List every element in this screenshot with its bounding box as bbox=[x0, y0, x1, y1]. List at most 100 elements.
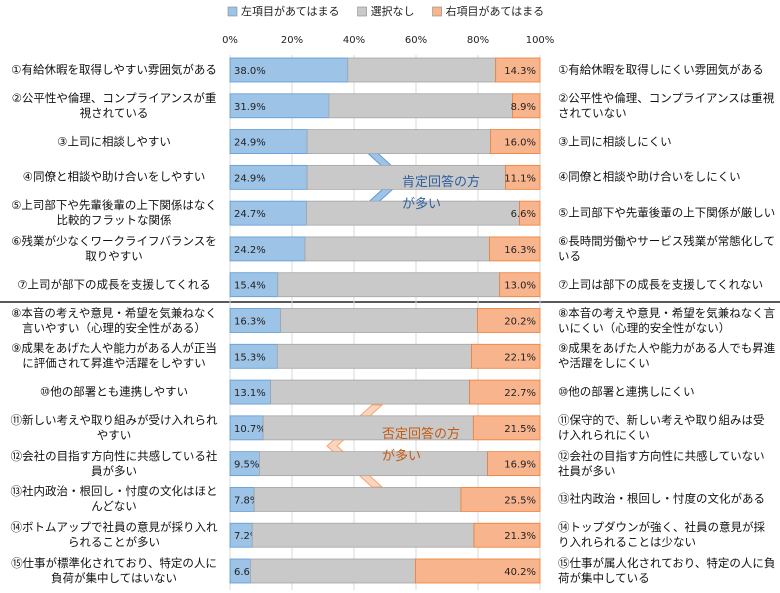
bar-segment bbox=[487, 451, 541, 477]
right-label: ①有給休暇を取得しにくい雰囲気がある bbox=[558, 62, 764, 77]
right-label: ⑬社内政治・根回し・忖度の文化がある bbox=[558, 491, 765, 506]
legend-swatch bbox=[227, 6, 238, 17]
bar-segment bbox=[270, 379, 471, 405]
bar-segment bbox=[472, 415, 541, 441]
value-label: 24.9% bbox=[234, 173, 266, 184]
right-label: ②公平性や倫理、コンプライアンスは重視されていない bbox=[558, 90, 775, 120]
legend-swatch bbox=[432, 6, 442, 17]
bar-segment bbox=[347, 57, 497, 83]
bar-segment bbox=[306, 200, 520, 226]
right-label: ⑫会社の目指す方向性に共感していない社員が多い bbox=[558, 448, 765, 478]
left-label: ②公平性や倫理、コンプライアンスが重視されている bbox=[11, 90, 217, 120]
left-label: ③上司に相談しやすい bbox=[57, 134, 171, 149]
value-label: 24.9% bbox=[234, 138, 266, 149]
right-label: ⑪保守的で、新しい考えや取り組みは受け入れられにくい bbox=[558, 412, 765, 442]
bar-segment bbox=[471, 343, 541, 369]
bar-segment bbox=[304, 236, 490, 262]
bar-segment bbox=[229, 57, 349, 83]
legend-label: 左項目があてはまる bbox=[241, 4, 340, 18]
bar-segment bbox=[229, 164, 308, 190]
annotation: 肯定回答の方が多い bbox=[402, 175, 481, 212]
value-label: 13.0% bbox=[504, 281, 536, 292]
left-label: ⑩他の部署とも連携しやすい bbox=[39, 384, 189, 399]
bar-segment bbox=[495, 57, 541, 83]
right-label: ④同僚と相談や助け合いをしにくい bbox=[558, 169, 741, 184]
right-label: ⑭トップダウンが強く、社員の意見が採り入れられることは少ない bbox=[558, 520, 765, 550]
bar-segment bbox=[499, 272, 541, 298]
value-label: 13.1% bbox=[234, 388, 266, 399]
left-label: ⑤上司部下や先輩後輩の上下関係はなく比較的フラットな関係 bbox=[11, 198, 217, 228]
left-label: ⑭ボトムアップで社員の意見が採り入れられることが多い bbox=[10, 520, 218, 550]
value-label: 8.9% bbox=[511, 102, 536, 113]
value-label: 7.2% bbox=[234, 531, 259, 542]
value-label: 15.3% bbox=[234, 352, 266, 363]
value-label: 24.7% bbox=[234, 209, 266, 220]
x-tick-label: 0% bbox=[222, 35, 238, 46]
value-label: 10.7% bbox=[234, 424, 266, 435]
left-label: ⑮仕事が標準化されており、特定の人に負荷が集中してはいない bbox=[11, 556, 217, 585]
value-label: 15.4% bbox=[234, 281, 266, 292]
right-label: ⑧本音の考えや意見・希望を気兼ねなく言いにくい（心理的安全性がない） bbox=[558, 305, 776, 335]
value-label: 14.3% bbox=[504, 66, 536, 77]
right-label: ⑤上司部下や先輩後輩の上下関係が厳しい bbox=[558, 205, 776, 220]
x-tick-label: 80% bbox=[467, 35, 489, 46]
bar-segment bbox=[262, 415, 474, 441]
value-label: 16.9% bbox=[504, 460, 536, 471]
left-label: ⑪新しい考えや取り組みが受け入れられやすい bbox=[10, 412, 218, 442]
value-label: 16.3% bbox=[234, 317, 266, 328]
bar-segment bbox=[229, 379, 272, 405]
bar-segment bbox=[229, 487, 255, 512]
right-label: ③上司に相談しにくい bbox=[558, 134, 672, 149]
right-label: ⑥長時間労働やサービス残業が常態化している bbox=[558, 233, 775, 263]
bar-segment bbox=[251, 522, 475, 548]
bar-segment bbox=[460, 487, 541, 512]
bar-segment bbox=[306, 164, 506, 190]
legend-swatch bbox=[357, 6, 367, 17]
bar-segment bbox=[229, 236, 306, 262]
value-label: 16.0% bbox=[504, 138, 536, 149]
value-label: 22.1% bbox=[504, 352, 536, 363]
value-label: 11.1% bbox=[504, 173, 536, 184]
value-label: 21.3% bbox=[504, 531, 536, 542]
bar-segment bbox=[229, 308, 281, 333]
bar-segment bbox=[512, 93, 541, 119]
bar-segment bbox=[469, 379, 541, 405]
left-label: ⑧本音の考えや意見・希望を気兼ねなく言いやすい（心理的安全性がある） bbox=[11, 305, 217, 335]
bar-segment bbox=[476, 308, 541, 333]
value-label: 25.5% bbox=[504, 495, 536, 506]
bar-segment bbox=[489, 129, 541, 154]
bar-segment bbox=[229, 129, 308, 154]
value-label: 21.5% bbox=[504, 424, 536, 435]
value-label: 16.3% bbox=[504, 245, 536, 256]
bar-segment bbox=[259, 451, 489, 477]
bar-segment bbox=[519, 200, 541, 226]
bar-segment bbox=[489, 236, 541, 262]
bar-segment bbox=[229, 451, 260, 477]
left-label: ①有給休暇を取得しやすい雰囲気がある bbox=[11, 62, 217, 77]
value-label: 20.2% bbox=[504, 317, 536, 328]
bar-segment bbox=[414, 558, 541, 584]
left-label: ④同僚と相談や助け合いをしやすい bbox=[22, 169, 206, 184]
bar-segment bbox=[277, 343, 472, 369]
value-label: 22.7% bbox=[504, 388, 536, 399]
value-label: 40.2% bbox=[504, 567, 536, 578]
bar-segment bbox=[250, 558, 416, 584]
bar-segment bbox=[229, 272, 279, 298]
left-label: ⑬社内政治・根回し・忖度の文化はほとんどない bbox=[10, 484, 218, 514]
bar-segment bbox=[277, 272, 501, 298]
left-label: ⑫会社の目指す方向性に共感している社員が多い bbox=[10, 448, 218, 478]
x-tick-label: 100% bbox=[526, 35, 555, 46]
right-label: ⑦上司は部下の成長を支援してくれない bbox=[558, 277, 764, 292]
x-tick-label: 60% bbox=[405, 35, 427, 46]
left-label: ⑨成果をあげた人や能力がある人が正当に評価されて昇進や活躍をしやすい bbox=[11, 341, 217, 371]
x-tick-label: 20% bbox=[281, 35, 303, 46]
bar-segment bbox=[473, 522, 541, 548]
value-label: 24.2% bbox=[234, 245, 266, 256]
left-label: ⑦上司が部下の成長を支援してくれる bbox=[17, 277, 211, 292]
bar-segment bbox=[505, 164, 541, 190]
bar-segment bbox=[229, 93, 330, 119]
right-label: ⑮仕事が属人化されており、特定の人に負荷が集中している bbox=[558, 556, 776, 585]
right-label: ⑨成果をあげた人や能力がある人でも昇進や活躍をしにくい bbox=[558, 341, 776, 371]
value-label: 7.8% bbox=[234, 495, 259, 506]
